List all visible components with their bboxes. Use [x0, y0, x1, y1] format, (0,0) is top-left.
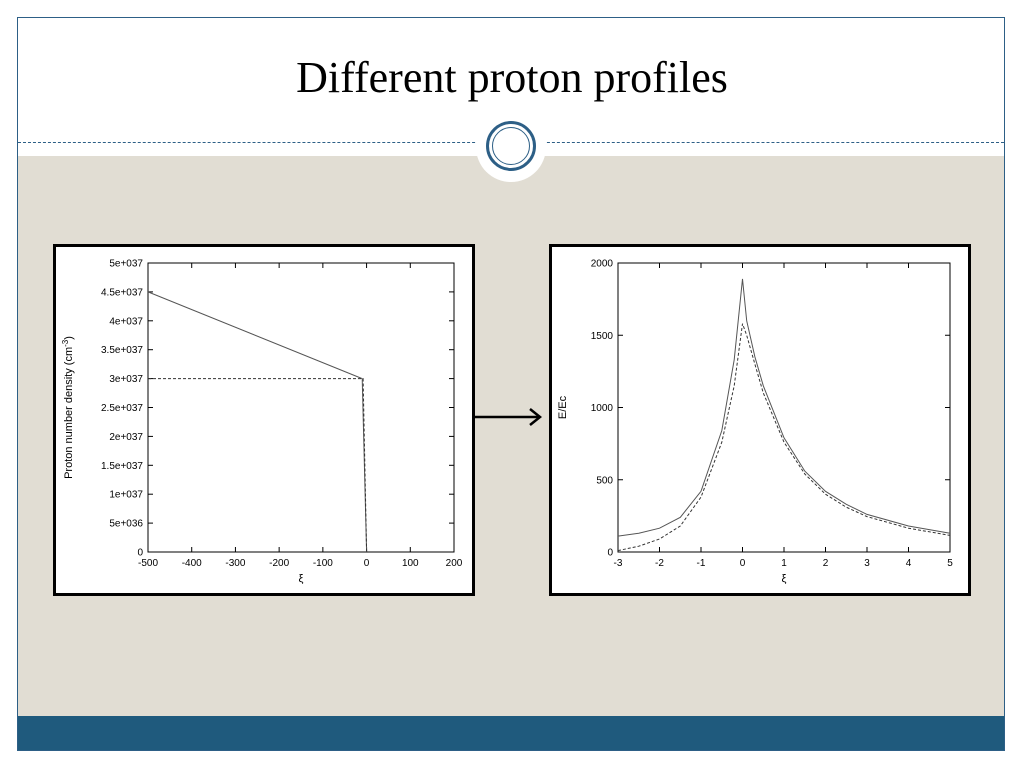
- plot-frame: [617, 262, 951, 553]
- x-tick-label: -500: [138, 558, 158, 569]
- ornament-ring-icon: [486, 121, 536, 171]
- proton-density-chart: -500 -400 -300 -200 -100 0 100 200 0 5e+036 1e+037…: [61, 259, 463, 586]
- y-tick-label: 500: [596, 475, 613, 486]
- y-tick-label: 0: [137, 548, 143, 559]
- x-axis-label: ξ: [299, 573, 304, 585]
- slide-frame: [17, 17, 1005, 751]
- x-tick-label: -200: [269, 558, 289, 569]
- x-tick-label: -2: [655, 558, 664, 569]
- slide-title: Different proton profiles: [296, 53, 728, 102]
- y-axis-label-text: Proton number density (cm: [63, 347, 75, 479]
- x-tick-label: -1: [697, 558, 706, 569]
- y-axis-label: E/Ec: [557, 395, 569, 419]
- y-tick-label: 5e+036: [109, 519, 143, 530]
- x-tick-label: 3: [864, 558, 870, 569]
- y-tick-label: 2000: [591, 259, 614, 270]
- y-axis-label-superscript: -3: [61, 339, 70, 347]
- y-tick-label: 4.5e+037: [101, 287, 143, 298]
- y-tick-label: 2e+037: [109, 432, 143, 443]
- x-tick-label: 0: [740, 558, 746, 569]
- x-tick-label: -400: [182, 558, 202, 569]
- x-tick-label: -300: [225, 558, 245, 569]
- arrow-right-icon: [475, 408, 543, 426]
- x-tick-label: 1: [781, 558, 787, 569]
- x-tick-label: -100: [313, 558, 333, 569]
- footer-band: [17, 716, 1005, 751]
- x-tick-label: -3: [614, 558, 623, 569]
- x-tick-label: 0: [364, 558, 370, 569]
- x-tick-label: 5: [947, 558, 953, 569]
- dashed-series-line: [148, 378, 368, 553]
- y-tick-label: 1500: [591, 331, 614, 342]
- y-tick-label: 3e+037: [109, 374, 143, 385]
- plot-frame: [147, 262, 455, 553]
- x-axis-label: ξ: [782, 573, 787, 585]
- solid-series-line: [147, 291, 368, 553]
- energy-ratio-chart: -3 -2 -1 0 1 2 3 4 5 0 500 1000 1500 2000 ξ E/Ec: [557, 259, 953, 586]
- x-tick-label: 4: [906, 558, 912, 569]
- energy-chart-panel: -3 -2 -1 0 1 2 3 4 5 0 500 1000 1500 2000 ξ E/Ec: [549, 244, 971, 596]
- y-axis-label-text: E/Ec: [557, 395, 569, 419]
- proton-density-chart-panel: -500 -400 -300 -200 -100 0 100 200 0 5e+036 1e+037…: [53, 244, 475, 596]
- y-tick-label: 1000: [591, 403, 614, 414]
- y-tick-label: 5e+037: [109, 259, 143, 270]
- solid-series-line: [617, 278, 951, 537]
- y-tick-label: 0: [607, 548, 613, 559]
- x-tick-label: 100: [402, 558, 419, 569]
- y-tick-label: 1e+037: [109, 490, 143, 501]
- y-tick-label: 3.5e+037: [101, 345, 143, 356]
- y-tick-label: 4e+037: [109, 316, 143, 327]
- x-tick-label: 2: [823, 558, 829, 569]
- x-tick-label: 200: [446, 558, 463, 569]
- y-tick-label: 1.5e+037: [101, 461, 143, 472]
- y-tick-label: 2.5e+037: [101, 403, 143, 414]
- y-axis-label: Proton number density (cm-3): [61, 336, 75, 479]
- y-axis-label-tail: ): [63, 336, 75, 340]
